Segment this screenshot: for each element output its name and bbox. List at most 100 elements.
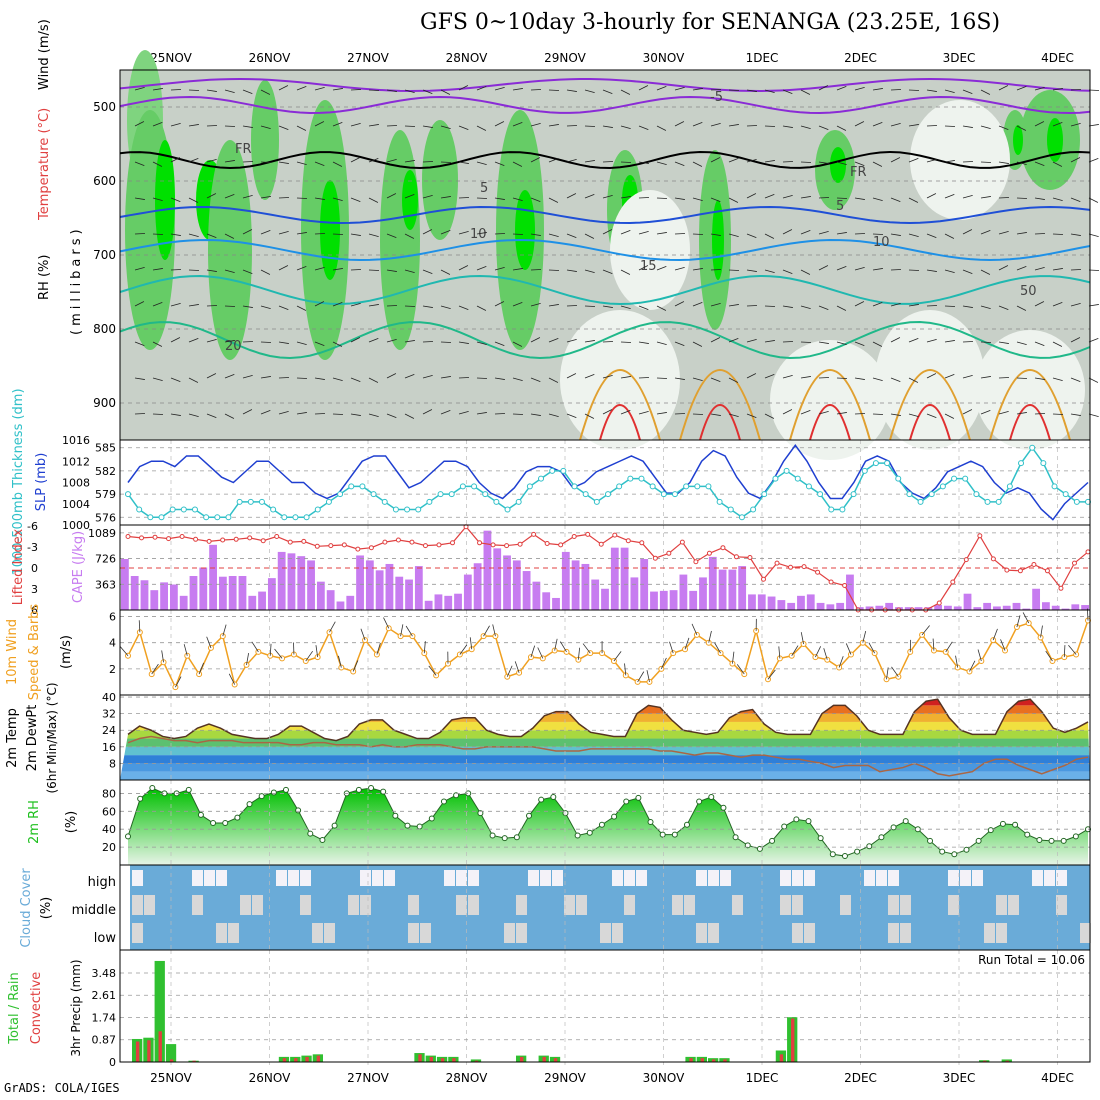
wind-barb (494, 161, 505, 166)
wind-barb (506, 665, 513, 677)
wind-barb (764, 233, 775, 239)
cloud-gap-middle (408, 895, 419, 915)
precip-convective-bar (519, 1056, 524, 1062)
wind-barb (980, 269, 991, 275)
wind-barb (638, 161, 649, 164)
wind-barb (944, 125, 956, 127)
rh-tick: 60 (102, 805, 116, 818)
thickness-line-point (448, 491, 455, 498)
thickness-line-point (761, 491, 768, 498)
wind-barb (329, 621, 336, 633)
wind-barb (530, 337, 541, 343)
rh-point (222, 819, 229, 826)
wind-barb (926, 89, 937, 92)
li-point (355, 546, 361, 552)
wind-barb (548, 304, 559, 307)
wind-barb (332, 197, 343, 201)
li-point (1058, 585, 1064, 591)
rh-point (319, 836, 326, 843)
wind-barb (836, 232, 847, 235)
vertical-label-group: (%) (64, 811, 79, 834)
temperature-contour (119, 150, 1091, 170)
thickness-line-point (928, 491, 935, 498)
slp-tick: 1012 (62, 455, 90, 468)
vertical-label: 2m Temp (5, 708, 20, 768)
warm-contour (989, 369, 1071, 441)
rh-point (210, 819, 217, 826)
wind-barb (512, 413, 524, 415)
wind-barb (998, 125, 1009, 130)
wind-barb (422, 409, 433, 415)
vertical-label: 2m RH (27, 800, 42, 844)
temperature-contour (119, 274, 1091, 306)
precip-convective-bar (1005, 1060, 1009, 1062)
rh-point (392, 812, 399, 819)
thickness-line-point (158, 514, 165, 521)
rh-point (914, 826, 921, 833)
date-label-top: 3DEC (943, 51, 976, 65)
cloud-gap-low (696, 923, 707, 943)
wind-barb (656, 266, 667, 271)
rh-point (234, 814, 241, 821)
wind-barb (476, 305, 487, 311)
wind-barb (932, 638, 935, 651)
wind-barb (980, 341, 992, 343)
li-point (950, 579, 956, 585)
precip-tick: 3.48 (92, 967, 117, 980)
cape-bar (601, 588, 609, 610)
thickness-line-point (738, 514, 745, 521)
rh-point (878, 834, 885, 841)
rh-region (402, 170, 418, 230)
rh-point (416, 823, 423, 830)
wind-barb (836, 412, 847, 415)
wind-barb (800, 230, 811, 235)
li-point (152, 534, 158, 540)
wind-barb (782, 161, 794, 163)
wind-barb (620, 376, 631, 379)
wind-barb (278, 265, 289, 271)
rh-point (586, 829, 593, 836)
thickness-line-point (895, 475, 902, 482)
wind-barb (512, 268, 523, 271)
wind-barb (1052, 413, 1064, 415)
wind-barb (854, 161, 865, 166)
wind-barb (566, 269, 577, 272)
wind-barb (206, 193, 217, 199)
run-total: Run Total = 10.06 (978, 953, 1085, 967)
wind-barb (692, 88, 703, 91)
wind-barb (386, 125, 398, 127)
wind-barb (584, 305, 596, 307)
wind-barb (620, 125, 631, 129)
wind-barb (494, 377, 505, 380)
wind-barb (278, 125, 289, 130)
cape-bar (248, 595, 257, 610)
wind-barb (815, 646, 822, 658)
wind-barb (854, 233, 866, 235)
cloud-gap-high (720, 870, 731, 886)
cape-bar (532, 581, 541, 610)
wind-barb (224, 89, 235, 93)
dry-region (875, 310, 985, 450)
cape-bar (150, 590, 159, 610)
wind-barb (170, 337, 181, 343)
wind-barb (836, 266, 847, 271)
cape-bar (973, 607, 982, 610)
li-point (450, 540, 456, 546)
vertical-label: CAPE (J/kg) (71, 531, 86, 603)
wind-barb (746, 89, 757, 92)
thickness-line-point (772, 475, 779, 482)
wind-barb (944, 305, 956, 307)
wind-barb (637, 671, 645, 683)
cloud-gap-middle (144, 895, 155, 915)
wind-barb (692, 377, 703, 381)
cloud-gap-high (1044, 870, 1055, 886)
wind-barb (260, 410, 271, 415)
wind-barb (908, 158, 919, 163)
cape-bar (552, 597, 560, 610)
wind-barb (728, 89, 740, 91)
wind-barb (1070, 303, 1081, 307)
wind-barb (602, 161, 614, 163)
wind-barb (458, 161, 469, 164)
li-point (287, 539, 293, 545)
cloud-gap-high (216, 870, 227, 886)
